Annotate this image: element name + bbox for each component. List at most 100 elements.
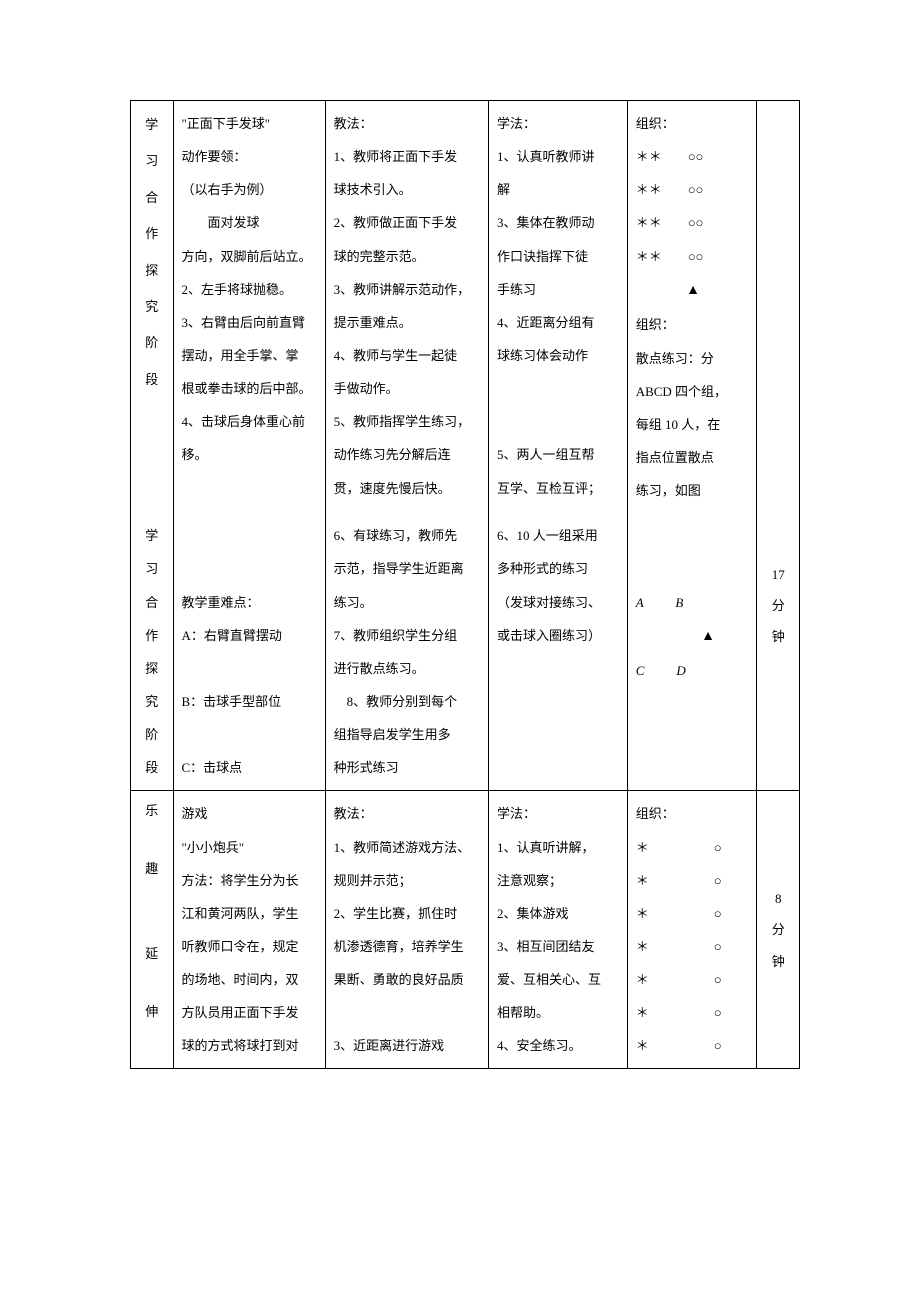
formation-row: ＊＊ ○○ xyxy=(636,206,751,239)
content-cell: 教学重难点： A：右臂直臂摆动 B：击球手型部位 C：击球点 xyxy=(173,513,325,791)
formation-row: ＊＊ ○○ xyxy=(636,240,751,273)
text-line: "小小炮兵" xyxy=(182,831,319,864)
text-line: 1、认真听教师讲 xyxy=(497,140,621,173)
text-line: 7、教师组织学生分组 xyxy=(334,619,482,652)
text-line: ABCD 四个组， xyxy=(636,375,751,408)
text-line: 4、教师与学生一起徒 xyxy=(334,339,482,372)
stage-char: 习 xyxy=(145,552,158,585)
content-cell: "正面下手发球" 动作要领： （以右手为例） 面对发球 方向，双脚前后站立。 2… xyxy=(173,101,325,514)
text-line: 球的方式将球打到对 xyxy=(182,1029,319,1062)
teach-cell: 6、有球练习，教师先 示范，指导学生近距离 练习。 7、教师组织学生分组 进行散… xyxy=(325,513,488,791)
org-label: 组织： xyxy=(636,107,751,140)
text-line: 球的完整示范。 xyxy=(334,240,482,273)
stage-char: 作 xyxy=(145,216,158,252)
text-line: 3、教师讲解示范动作， xyxy=(334,273,482,306)
stage-char: 探 xyxy=(145,253,158,289)
stage-char: 阶 xyxy=(145,325,158,361)
formation-row: ＊ ○ xyxy=(636,1029,751,1062)
text-line: 的场地、时间内，双 xyxy=(182,963,319,996)
stage-char: 乐 xyxy=(145,797,158,826)
org-cell: A B ▲ C D xyxy=(627,513,757,791)
text-line: 1、认真听讲解， xyxy=(497,831,621,864)
text-line: 3、相互间团结友 xyxy=(497,930,621,963)
time-unit: 分 xyxy=(772,914,785,945)
text-line: 2、学生比赛，抓住时 xyxy=(334,897,482,930)
text-line: 种形式练习 xyxy=(334,751,482,784)
teach-cell: 教法： 1、教师将正面下手发 球技术引入。 2、教师做正面下手发 球的完整示范。… xyxy=(325,101,488,514)
formation-row: ＊ ○ xyxy=(636,930,751,963)
text-line: 指点位置散点 xyxy=(636,441,751,474)
text-line: 3、集体在教师动 xyxy=(497,206,621,239)
text-line: 游戏 xyxy=(182,797,319,830)
text-line: 摆动，用全手掌、掌 xyxy=(182,339,319,372)
text-line: 1、教师简述游戏方法、 xyxy=(334,831,482,864)
text-line: "正面下手发球" xyxy=(182,107,319,140)
text-line: 每组 10 人，在 xyxy=(636,408,751,441)
triangle-icon: ▲ xyxy=(636,273,751,309)
time-value: 17 xyxy=(772,559,785,590)
formation-row: ＊＊ ○○ xyxy=(636,140,751,173)
text-line: 相帮助。 xyxy=(497,996,621,1029)
text-line: 进行散点练习。 xyxy=(334,652,482,685)
time-cell: 8 分 钟 xyxy=(757,791,800,1069)
text-line: 2、教师做正面下手发 xyxy=(334,206,482,239)
text-line: 听教师口令在，规定 xyxy=(182,930,319,963)
stage-char: 探 xyxy=(145,652,158,685)
text-line: 教法： xyxy=(334,107,482,140)
text-line: 学法： xyxy=(497,107,621,140)
org-cell: 组织： ＊ ○ ＊ ○ ＊ ○ ＊ ○ ＊ ○ ＊ ○ ＊ ○ xyxy=(627,791,757,1069)
formation-row: ＊ ○ xyxy=(636,864,751,897)
stage-char: 究 xyxy=(145,685,158,718)
text-line: 手练习 xyxy=(497,273,621,306)
page: 学 习 合 作 探 究 阶 段 "正面下手发球" 动作要领： （以右手为例） 面… xyxy=(0,0,920,1129)
stage-char: 延 xyxy=(145,940,158,969)
text-line: 动作练习先分解后连 xyxy=(334,438,482,471)
position-label: C D xyxy=(636,654,751,687)
formation-row: ＊ ○ xyxy=(636,897,751,930)
content-cell: 游戏 "小小炮兵" 方法：将学生分为长 江和黄河两队，学生 听教师口令在，规定 … xyxy=(173,791,325,1069)
time-unit: 钟 xyxy=(772,621,785,652)
stage-char: 合 xyxy=(145,180,158,216)
text-line: 球练习体会动作 xyxy=(497,339,621,372)
text-line: 3、近距离进行游戏 xyxy=(334,1029,482,1062)
stage-char: 究 xyxy=(145,289,158,325)
text-line: 解 xyxy=(497,173,621,206)
text-line: 多种形式的练习 xyxy=(497,552,621,585)
text-line: （以右手为例） xyxy=(182,173,319,206)
position-label: A B xyxy=(636,586,751,619)
text-line: 1、教师将正面下手发 xyxy=(334,140,482,173)
text-line: 互学、互检互评； xyxy=(497,472,621,505)
text-line: 规则并示范； xyxy=(334,864,482,897)
time-value: 8 xyxy=(775,883,782,914)
text-line: 爱、互相关心、互 xyxy=(497,963,621,996)
text-line: 方向，双脚前后站立。 xyxy=(182,240,319,273)
text-line: 散点练习：分 xyxy=(636,342,751,375)
text-line: 示范，指导学生近距离 xyxy=(334,552,482,585)
text-line: 面对发球 xyxy=(182,206,319,239)
stage-char: 伸 xyxy=(145,998,158,1027)
text-line: 练习，如图 xyxy=(636,474,751,507)
text-line: 6、有球练习，教师先 xyxy=(334,519,482,552)
text-line: 4、安全练习。 xyxy=(497,1029,621,1062)
text-line: 8、教师分别到每个 xyxy=(334,685,482,718)
stage-cell: 乐 趣 延 伸 xyxy=(131,791,174,1069)
text-line: 作口诀指挥下徒 xyxy=(497,240,621,273)
table-row: 学 习 合 作 探 究 阶 段 教学重难点： A：右臂直臂摆动 B：击球手型部位… xyxy=(131,513,800,791)
text-line: 或击球入圈练习） xyxy=(497,619,621,652)
stage-cell: 学 习 合 作 探 究 阶 段 xyxy=(131,513,174,791)
text-line: 教法： xyxy=(334,797,482,830)
stage-cell: 学 习 合 作 探 究 阶 段 xyxy=(131,101,174,514)
text-line: 组指导启发学生用多 xyxy=(334,718,482,751)
text-line: 手做动作。 xyxy=(334,372,482,405)
learn-cell: 学法： 1、认真听讲解， 注意观察； 2、集体游戏 3、相互间团结友 爱、互相关… xyxy=(488,791,627,1069)
text-line: C：击球点 xyxy=(182,751,319,784)
stage-char: 作 xyxy=(145,619,158,652)
triangle-icon: ▲ xyxy=(636,619,751,655)
text-line: 3、右臂由后向前直臂 xyxy=(182,306,319,339)
text-line: 教学重难点： xyxy=(182,586,319,619)
stage-char: 段 xyxy=(145,751,158,784)
text-line: 方法：将学生分为长 xyxy=(182,864,319,897)
learn-cell: 学法： 1、认真听教师讲 解 3、集体在教师动 作口诀指挥下徒 手练习 4、近距… xyxy=(488,101,627,514)
stage-char: 习 xyxy=(145,143,158,179)
stage-char: 学 xyxy=(145,519,158,552)
